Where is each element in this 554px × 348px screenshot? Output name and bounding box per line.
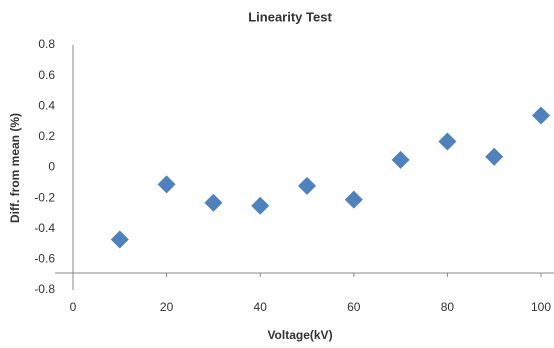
x-tick-label: 60 bbox=[347, 300, 361, 314]
y-tick-label: 0.2 bbox=[38, 129, 55, 143]
x-tick-label: 0 bbox=[70, 300, 77, 314]
point bbox=[532, 106, 550, 125]
point bbox=[110, 230, 129, 249]
y-tick-label: -0.4 bbox=[34, 221, 55, 235]
x-tick-label: 100 bbox=[531, 300, 551, 314]
point bbox=[251, 196, 270, 215]
y-tick-label: 0.6 bbox=[38, 68, 55, 82]
point bbox=[298, 176, 316, 195]
y-tick-label: 0 bbox=[48, 160, 55, 174]
x-tick-label: 40 bbox=[254, 300, 268, 314]
chart-title: Linearity Test bbox=[248, 9, 332, 24]
point bbox=[438, 132, 457, 151]
point bbox=[391, 150, 410, 169]
x-tick-label: 80 bbox=[441, 300, 455, 314]
y-tick-label: -0.2 bbox=[34, 190, 55, 204]
y-tick-label: 0.8 bbox=[38, 37, 55, 51]
y-axis-label: Diff. from mean (%) bbox=[8, 113, 22, 223]
y-tick-label: -0.6 bbox=[34, 252, 55, 266]
point bbox=[204, 193, 223, 212]
x-tick-label: 20 bbox=[160, 300, 174, 314]
y-tick-label: 0.4 bbox=[38, 98, 55, 112]
x-axis-label: Voltage(kV) bbox=[267, 328, 332, 342]
point bbox=[157, 175, 176, 194]
point bbox=[344, 190, 363, 209]
point bbox=[485, 147, 504, 166]
y-tick-label: -0.8 bbox=[34, 282, 55, 296]
